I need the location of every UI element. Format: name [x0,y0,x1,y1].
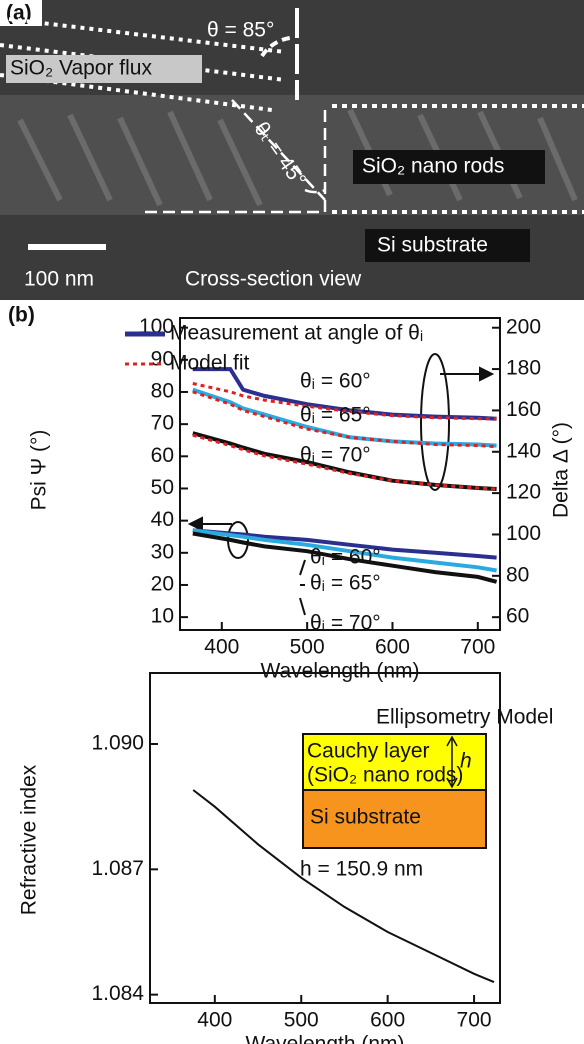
y-tick-label: 30 [151,540,174,563]
panel-label: (b) [8,304,35,327]
legend-label: Model fit [170,352,250,375]
flux-box [6,55,202,83]
x-tick-label: 600 [375,636,410,659]
y2-tick-label: 200 [506,315,541,338]
annotation: θᵢ = 65° [300,404,371,427]
series-line [192,789,495,984]
rods-box [353,150,545,184]
substrate-label: Si substrate [377,234,488,257]
plot-frame [149,672,501,1004]
inset-layer-material: (SiO₂ nano rods) [307,764,463,787]
legend-label: Measurement at angle of θᵢ [170,322,423,345]
series-line [192,528,497,573]
annotation: θᵢ = 65° [310,572,381,595]
geometry-lines [145,99,327,214]
y-axis-label: Refractive index [18,764,41,915]
x-tick-label: 600 [370,1009,405,1032]
inset-thickness-symbol: h [460,750,472,773]
y-tick-label: 90 [151,347,174,370]
y2-tick-label: 180 [506,357,541,380]
inset-substrate: Si substrate [310,806,421,829]
y-tick-label: 20 [151,573,174,596]
y-tick-label: 1.087 [91,857,144,880]
rods-label: SiO₂ nano rods [362,155,504,178]
y-tick-label: 50 [151,476,174,499]
y-tick-label: 80 [151,380,174,403]
x-tick-label: 400 [204,636,239,659]
series-line [192,433,497,491]
series-line [192,387,497,448]
y-tick-label: 70 [151,412,174,435]
y2-tick-label: 80 [506,563,529,586]
annotation: θᵢ = 70° [310,612,381,635]
angle-arc [260,36,291,58]
y2-tick-label: 140 [506,439,541,462]
x-tick-label: 500 [284,1009,319,1032]
inset-decor [302,733,487,849]
inset-layer: Cauchy layer [307,740,430,763]
substrate-box [365,229,530,262]
layer-bounds [332,104,584,214]
flux-label: SiO₂ Vapor flux [10,57,152,80]
annotation: θᵢ = 60° [300,370,371,393]
y2-tick-label: 120 [506,481,541,504]
y2-tick-label: 160 [506,398,541,421]
series-line [192,431,497,491]
view-label: Cross-section view [185,268,362,291]
y2-tick-label: 60 [506,605,529,628]
annotation: θᵢ = 70° [300,444,371,467]
x-axis-label: Wavelength (nm) [260,660,419,683]
x-tick-label: 700 [457,1009,492,1032]
inset-title: Ellipsometry Model [376,706,553,729]
y-axis-label: Psi Ψ (°) [28,430,51,511]
y2-tick-label: 100 [506,522,541,545]
x-tick-label: 500 [290,636,325,659]
x-axis-label: Wavelength (nm) [245,1033,404,1044]
y-tick-label: 60 [151,444,174,467]
scale-label: 100 nm [24,268,94,291]
y2-axis-label: Delta Δ (°) [550,422,573,518]
angle-label: θ = 85° [207,19,274,42]
annotation: θᵢ = 60° [310,546,381,569]
plot-frame [179,317,501,631]
sem-panel: (a) θ = 85° SiO₂ Vapor flux θₜ = 45° SiO… [0,0,584,300]
y-tick-label: 40 [151,508,174,531]
inset-thickness: h = 150.9 nm [300,858,423,881]
y-tick-label: 10 [151,605,174,628]
y-tick-label: 1.090 [91,732,144,755]
x-tick-label: 400 [197,1009,232,1032]
x-tick-label: 700 [460,636,495,659]
y-tick-label: 1.084 [91,982,144,1005]
series-line [192,531,498,584]
series-line [192,382,497,421]
